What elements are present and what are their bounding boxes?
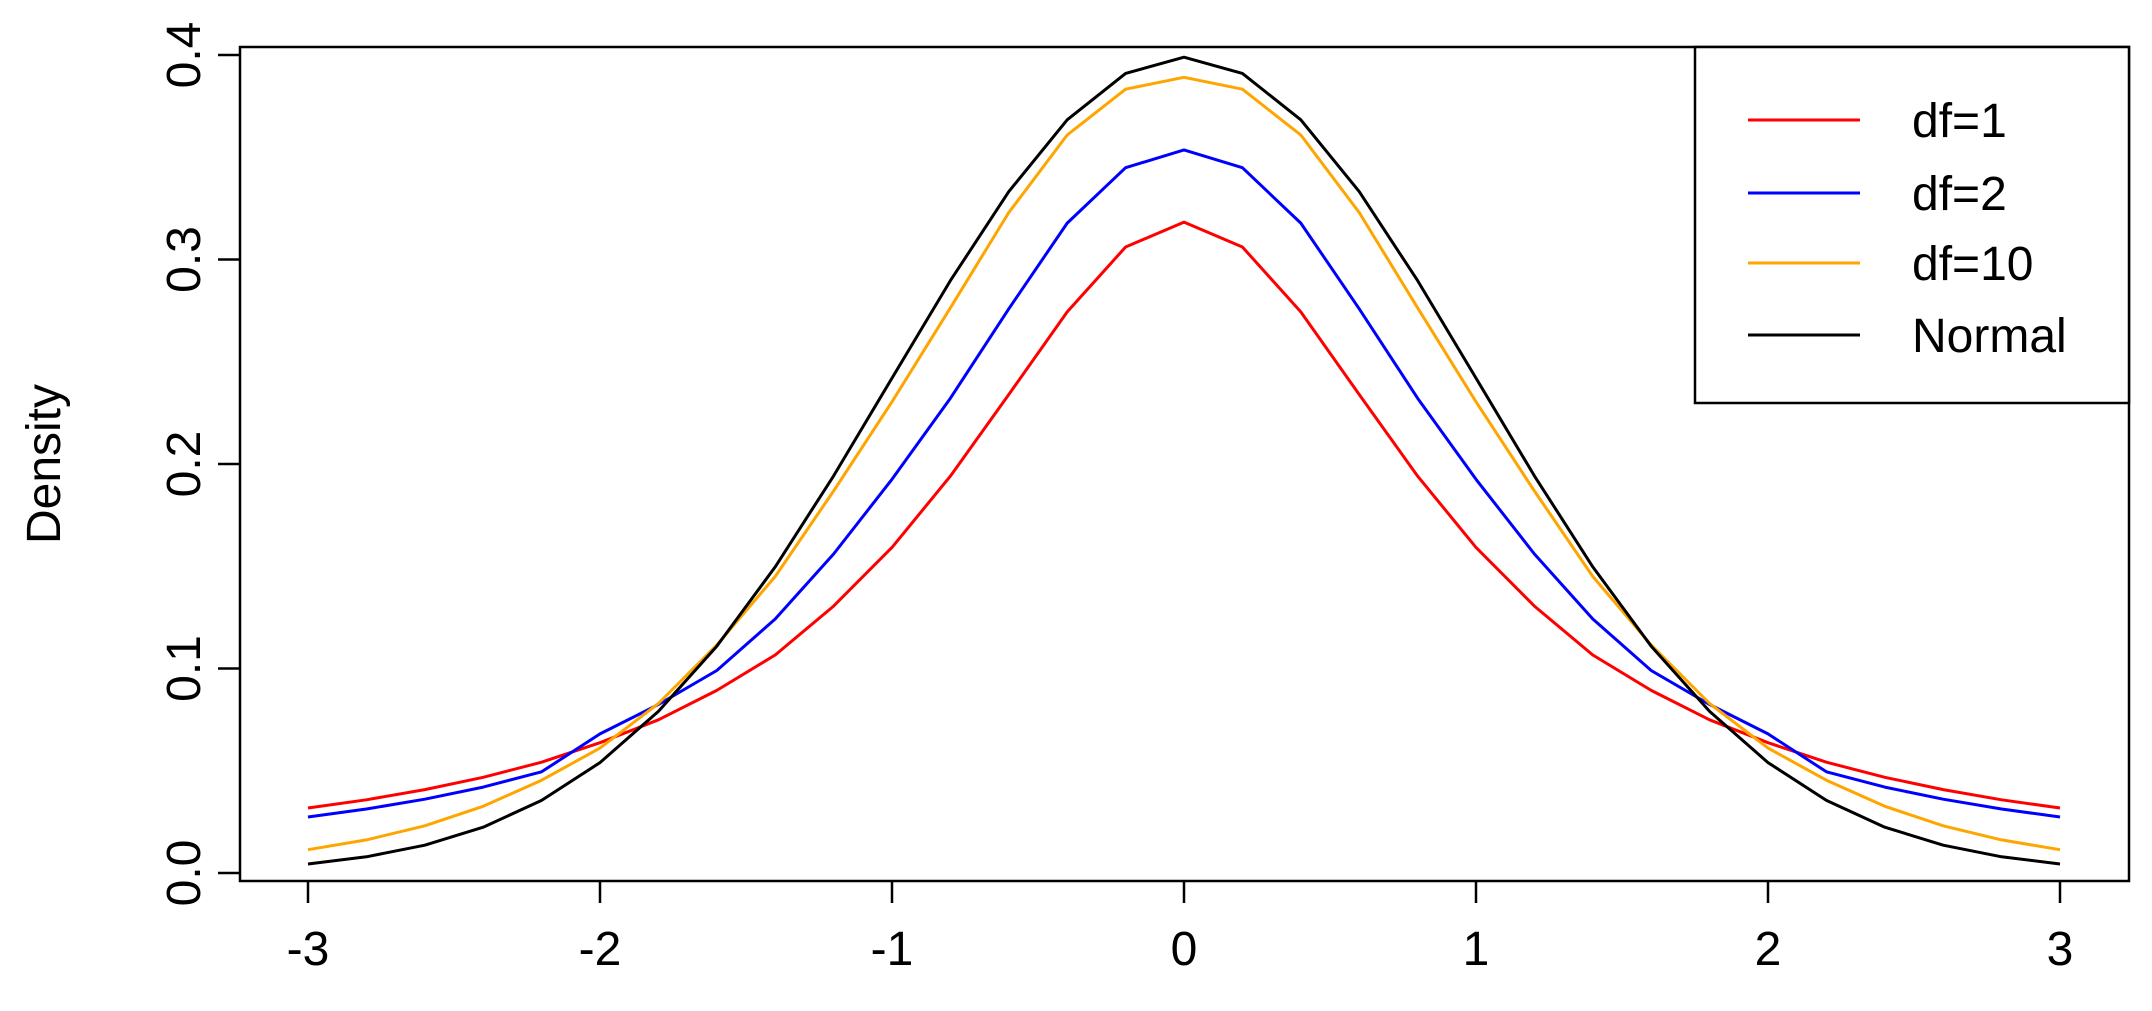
x-axis: -3 -2 -1 0 1 2 3 bbox=[287, 881, 2074, 976]
series-line-normal bbox=[307, 55, 2061, 866]
y-tick-label: 0.1 bbox=[158, 635, 211, 702]
x-tick-label: 0 bbox=[1171, 923, 1198, 976]
y-tick-label: 0.3 bbox=[158, 226, 211, 293]
legend-label: df=2 bbox=[1912, 168, 2007, 221]
y-axis: 0.0 0.1 0.2 0.3 0.4 bbox=[158, 22, 240, 907]
legend-items: df=1 df=2 df=10 Normal bbox=[1748, 95, 2067, 363]
x-tick-label: 2 bbox=[1755, 923, 1782, 976]
legend-label: Normal bbox=[1912, 310, 2067, 363]
y-tick-label: 0.4 bbox=[158, 22, 211, 89]
x-tick-label: -1 bbox=[871, 923, 914, 976]
x-tick-label: 3 bbox=[2047, 923, 2074, 976]
legend-label: df=1 bbox=[1912, 95, 2007, 148]
series-line-df-1 bbox=[307, 220, 2061, 810]
legend-label: df=10 bbox=[1912, 238, 2033, 291]
series-line-df-2 bbox=[307, 148, 2061, 819]
legend: df=1 df=2 df=10 Normal bbox=[1693, 45, 2131, 405]
y-tick-label: 0.0 bbox=[158, 840, 211, 907]
legend-box bbox=[1693, 45, 2131, 405]
x-tick-label: -2 bbox=[579, 923, 622, 976]
series-group bbox=[307, 55, 2061, 866]
x-tick-label: 1 bbox=[1463, 923, 1490, 976]
y-tick-label: 0.2 bbox=[158, 431, 211, 498]
y-axis-title: Density bbox=[18, 384, 71, 544]
x-tick-label: -3 bbox=[287, 923, 330, 976]
series-line-df-10 bbox=[307, 75, 2061, 852]
